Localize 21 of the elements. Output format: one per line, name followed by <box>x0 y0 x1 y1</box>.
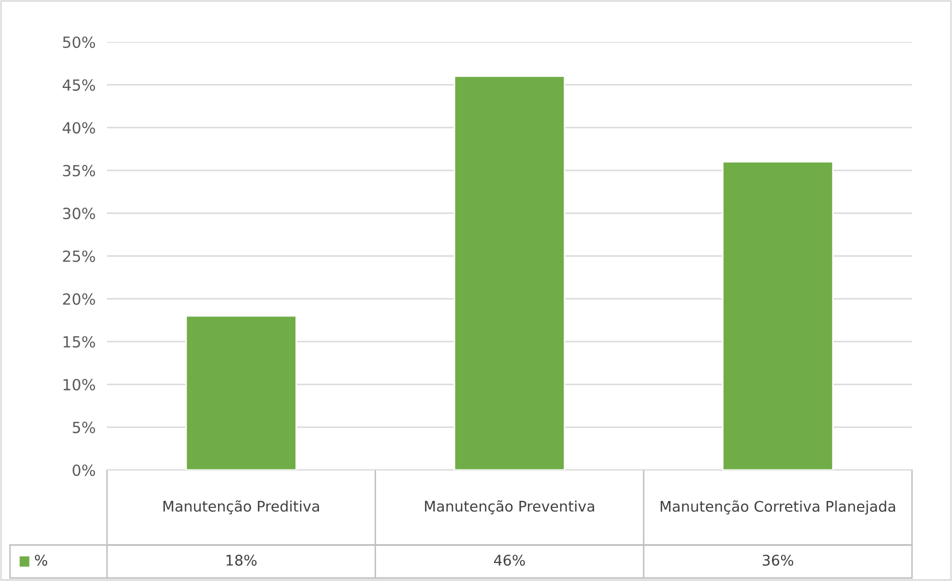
y-tick-label: 20% <box>63 293 96 305</box>
bar <box>722 161 834 470</box>
y-tick-label: 25% <box>63 250 96 262</box>
data-label: 36% <box>762 554 794 566</box>
x-tick-label: Manutenção Preditiva <box>163 500 319 514</box>
y-tick-label: 30% <box>63 208 96 220</box>
y-tick-label: 0% <box>72 464 96 476</box>
y-tick-label: 50% <box>63 36 96 48</box>
bar <box>185 315 297 470</box>
y-tick-label: 5% <box>72 422 96 434</box>
y-tick-label: 10% <box>64 378 96 390</box>
y-tick-label: 45% <box>62 79 96 91</box>
legend-label: % <box>34 554 48 566</box>
data-label: 18% <box>226 554 257 566</box>
x-tick-label: Manutenção Preventiva <box>425 500 594 514</box>
y-tick-label: 40% <box>62 122 96 134</box>
y-tick-label: 15% <box>64 336 96 348</box>
bar <box>454 76 566 470</box>
x-tick-label: Manutenção Corretiva Planejada <box>660 500 896 515</box>
y-tick-label: 35% <box>63 164 96 176</box>
data-label: 46% <box>494 554 525 566</box>
